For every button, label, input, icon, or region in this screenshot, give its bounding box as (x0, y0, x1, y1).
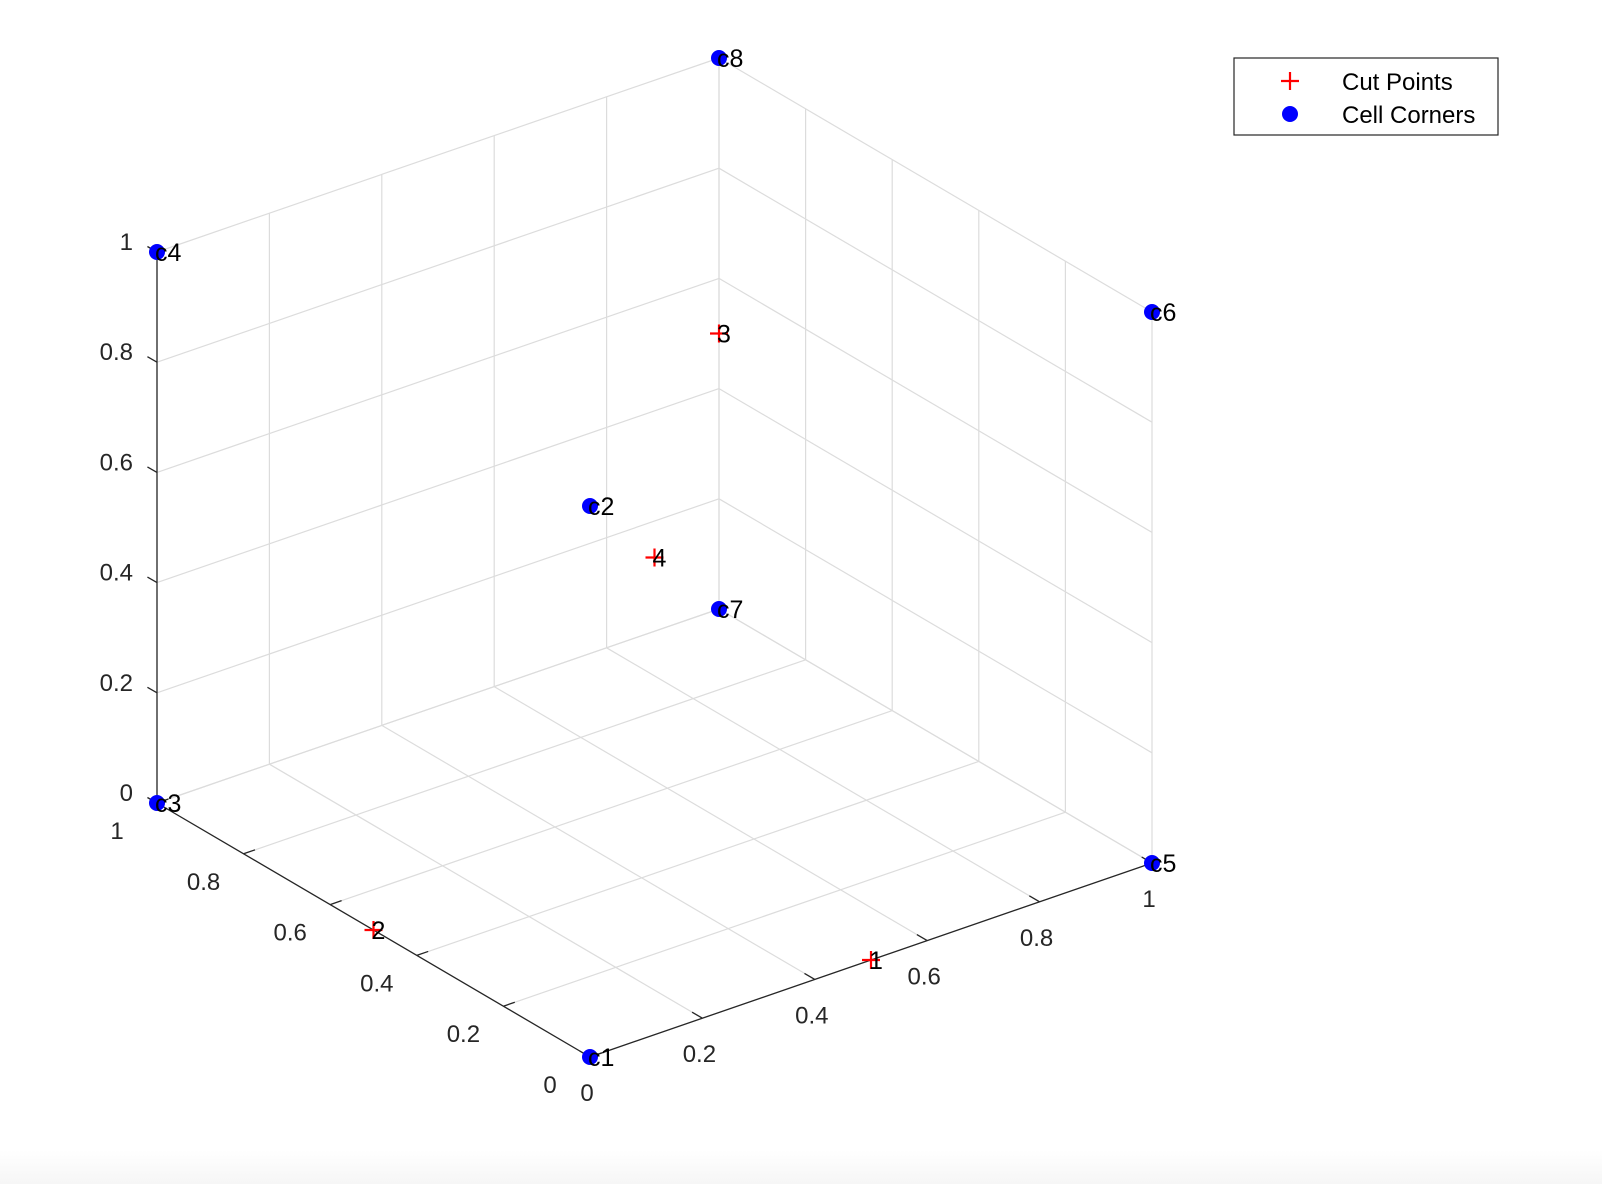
tick-mark (147, 686, 158, 694)
point-label: c7 (717, 596, 743, 624)
series-cut-points: 1 2 3 4 (364, 321, 883, 975)
y-tick-label: 0.2 (447, 1021, 480, 1048)
z-tick-label: 1 (120, 229, 133, 256)
grid-line (718, 498, 1153, 754)
y-tick-label: 0.6 (274, 920, 307, 947)
marker-layer: 1 2 3 4 c1 c2 c3 c4 c5 c6 c7 c8 (149, 45, 1176, 1072)
legend-plus-marker (1281, 72, 1299, 90)
tick-mark (916, 934, 928, 942)
x-tick-label: 1 (1142, 886, 1155, 913)
legend: Cut Points Cell Corners (1233, 57, 1499, 136)
x-tick-label: 0.2 (683, 1041, 716, 1068)
tick-mark (243, 849, 256, 855)
legend-entry-label: Cut Points (1342, 69, 1453, 96)
grid-line (718, 277, 1153, 533)
grid-line (156, 388, 720, 584)
grid-line (718, 167, 1153, 423)
x-tick-label: 0 (580, 1080, 593, 1107)
point-label: c6 (1150, 299, 1176, 327)
legend-box (1233, 57, 1499, 136)
cell-corner-marker (149, 795, 165, 811)
grid-line (156, 608, 720, 804)
grid-line (718, 388, 1153, 644)
tick-mark (147, 466, 158, 473)
tick-mark (147, 576, 158, 584)
cut-point-marker (645, 548, 664, 567)
y-tick-label: 1 (110, 818, 123, 845)
cell-corner-marker (582, 1049, 598, 1065)
z-tick-label: 0.6 (100, 449, 133, 476)
grid-line (156, 167, 720, 363)
cut-point-marker (364, 921, 383, 939)
x-tick-label: 0.8 (1020, 925, 1053, 952)
grid-line (718, 57, 1153, 313)
grid-line (503, 811, 1066, 1007)
legend-entry-label: Cell Corners (1342, 102, 1475, 129)
tick-mark (804, 972, 816, 980)
z-tick-label: 0 (120, 780, 133, 807)
tick-mark (416, 950, 429, 957)
point-label: 1 (869, 947, 883, 975)
y-tick-label: 0 (543, 1072, 556, 1099)
point-label: c5 (1150, 850, 1176, 878)
cell-corner-marker (711, 50, 727, 66)
z-tick-label: 0.8 (100, 339, 133, 366)
point-label: c8 (717, 45, 743, 73)
tick-mark (1028, 895, 1040, 903)
grid-line (243, 659, 806, 855)
cell-corner-marker (1144, 855, 1160, 871)
grid-line (416, 760, 979, 956)
x-tick-label: 0.4 (795, 1002, 828, 1029)
cut-point-marker (862, 951, 880, 969)
cell-corner-marker (582, 498, 598, 514)
point-label: 3 (717, 321, 731, 349)
y-tick-label: 0.8 (187, 869, 220, 896)
grid-line (493, 686, 928, 942)
tick-mark (329, 900, 342, 906)
tick-mark (691, 1011, 703, 1019)
point-label: c3 (155, 790, 181, 818)
cut-point-marker (710, 324, 728, 343)
tick-mark (147, 356, 158, 363)
point-label: c1 (588, 1044, 614, 1072)
figure-bottom-band (0, 1150, 1602, 1184)
grid-line (330, 710, 893, 906)
legend-circle-marker (1282, 106, 1298, 122)
z-tick-label: 0.4 (100, 560, 133, 587)
grid-line (381, 724, 816, 980)
grid-line (156, 57, 720, 253)
point-label: c4 (155, 239, 182, 267)
y-tick-label: 0.4 (360, 970, 393, 997)
grid-line (156, 498, 720, 694)
point-label: c2 (588, 493, 614, 521)
cell-corner-marker (1144, 304, 1160, 320)
series-cell-corners: c1 c2 c3 c4 c5 c6 c7 c8 (149, 45, 1176, 1072)
grid-line (269, 763, 703, 1019)
grid-line (156, 277, 720, 473)
grid-line (606, 647, 1040, 903)
grid-line (718, 608, 1153, 864)
point-label: 2 (372, 917, 386, 945)
point-label: 4 (653, 545, 667, 573)
cell-corner-marker (711, 601, 727, 617)
tick-label-layer: 0 0.2 0.4 0.6 0.8 1 0 0.2 0.4 0.6 0.8 1 0 0.2 0.4 0.6 0.… (100, 229, 1156, 1107)
cell-corner-marker (149, 244, 165, 260)
tick-mark (503, 1001, 516, 1007)
z-tick-label: 0.2 (100, 670, 133, 697)
x-tick-label: 0.6 (908, 964, 941, 991)
